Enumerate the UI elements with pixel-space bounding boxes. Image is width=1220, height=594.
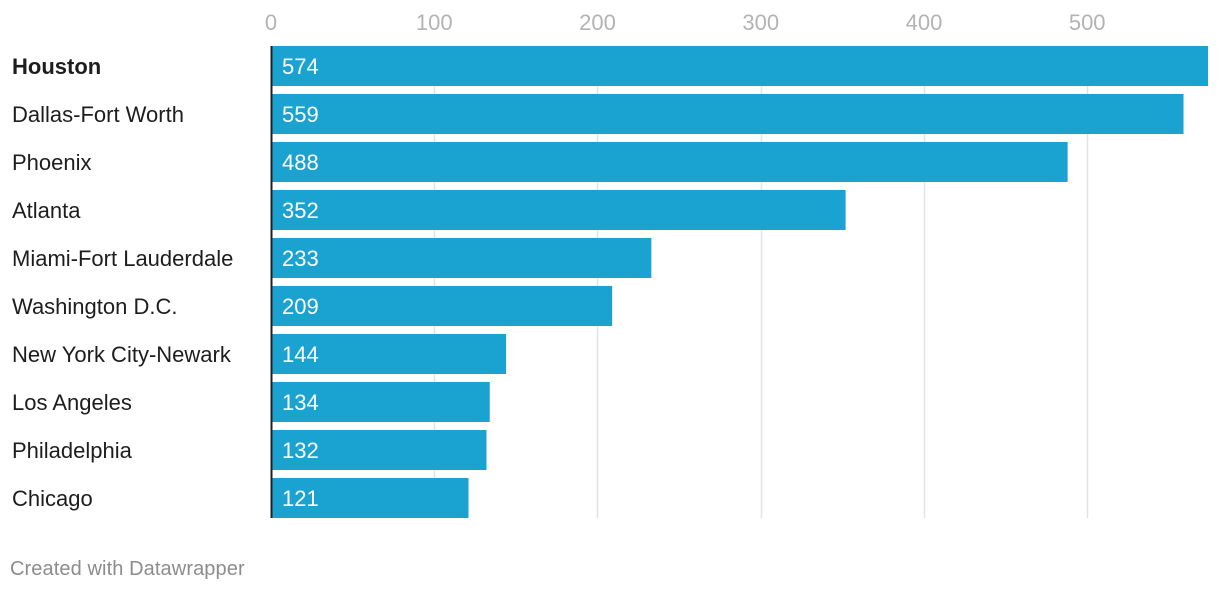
bar-value-label: 132 [282, 438, 319, 463]
bar [271, 94, 1184, 134]
bar-value-label: 121 [282, 486, 319, 511]
bar [271, 286, 613, 326]
x-tick-label: 300 [742, 10, 779, 35]
category-labels: Houston Dallas-Fort Worth Phoenix Atlanta Mi… [12, 54, 233, 511]
bars: 574 559 488 352 233 209 144 134 132 121 [271, 46, 1208, 518]
x-tick-label: 500 [1069, 10, 1106, 35]
category-label: Chicago [12, 486, 93, 511]
bar [271, 478, 469, 518]
category-label: Houston [12, 54, 101, 79]
x-tick-label: 100 [416, 10, 453, 35]
bar-value-label: 144 [282, 342, 319, 367]
bar-value-label: 134 [282, 390, 319, 415]
bar-value-label: 233 [282, 246, 319, 271]
bar [271, 46, 1208, 86]
bar-value-label: 209 [282, 294, 319, 319]
category-label: Phoenix [12, 150, 92, 175]
category-label: Miami-Fort Lauderdale [12, 246, 233, 271]
x-axis-ticks: 0 100 200 300 400 500 [265, 10, 1106, 35]
category-label: Dallas-Fort Worth [12, 102, 184, 127]
bar [271, 190, 846, 230]
category-label: Philadelphia [12, 438, 133, 463]
category-label: Los Angeles [12, 390, 132, 415]
bar-value-label: 352 [282, 198, 319, 223]
bar [271, 334, 507, 374]
bar [271, 142, 1068, 182]
category-label: Washington D.C. [12, 294, 177, 319]
category-label: New York City-Newark [12, 342, 232, 367]
x-tick-label: 0 [265, 10, 277, 35]
x-tick-label: 200 [579, 10, 616, 35]
bar [271, 430, 487, 470]
bar [271, 382, 490, 422]
bar-value-label: 559 [282, 102, 319, 127]
bar-value-label: 574 [282, 54, 319, 79]
bar-value-label: 488 [282, 150, 319, 175]
credit-footer: Created with Datawrapper [10, 558, 245, 580]
category-label: Atlanta [12, 198, 81, 223]
x-tick-label: 400 [906, 10, 943, 35]
bar [271, 238, 652, 278]
